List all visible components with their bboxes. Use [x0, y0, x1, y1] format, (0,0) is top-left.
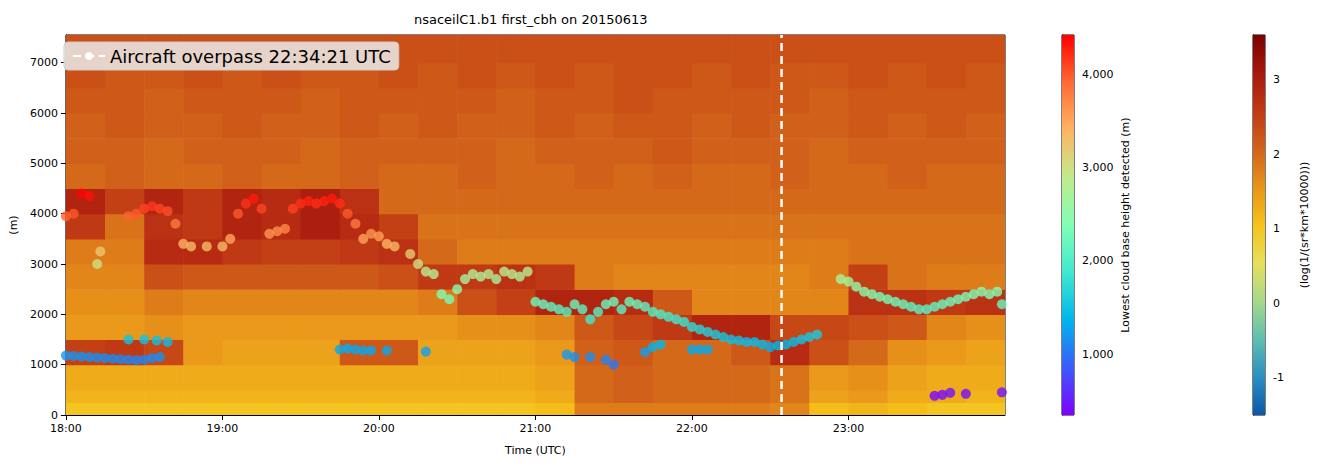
svg-text:18:00: 18:00: [50, 422, 82, 435]
svg-text:22:00: 22:00: [676, 422, 708, 435]
svg-text:2000: 2000: [30, 308, 58, 321]
svg-text:(log(1/(sr*km*10000))): (log(1/(sr*km*10000))): [1298, 162, 1311, 289]
svg-text:19:00: 19:00: [207, 422, 239, 435]
svg-text:23:00: 23:00: [833, 422, 865, 435]
svg-text:3: 3: [1273, 73, 1280, 86]
svg-text:(m): (m): [7, 215, 20, 234]
svg-text:21:00: 21:00: [520, 422, 552, 435]
svg-text:1000: 1000: [30, 358, 58, 371]
svg-text:7000: 7000: [30, 56, 58, 69]
svg-text:nsaceilC1.b1 first_cbh on 2015: nsaceilC1.b1 first_cbh on 20150613: [414, 12, 648, 27]
svg-text:1,000: 1,000: [1082, 348, 1114, 361]
svg-text:0: 0: [1273, 297, 1280, 310]
svg-text:1: 1: [1273, 222, 1280, 235]
svg-text:4,000: 4,000: [1082, 68, 1114, 81]
svg-text:5000: 5000: [30, 157, 58, 170]
svg-text:0: 0: [51, 409, 58, 422]
svg-text:Time (UTC): Time (UTC): [504, 444, 566, 457]
svg-text:3,000: 3,000: [1082, 161, 1114, 174]
svg-text:2,000: 2,000: [1082, 254, 1114, 267]
svg-text:20:00: 20:00: [363, 422, 395, 435]
svg-text:6000: 6000: [30, 107, 58, 120]
svg-text:Lowest cloud base height detec: Lowest cloud base height detected (m): [1119, 117, 1132, 332]
svg-text:4000: 4000: [30, 207, 58, 220]
svg-text:2: 2: [1273, 148, 1280, 161]
svg-text:Aircraft overpass 22:34:21 UTC: Aircraft overpass 22:34:21 UTC: [110, 46, 391, 67]
svg-text:-1: -1: [1273, 371, 1284, 384]
svg-text:3000: 3000: [30, 258, 58, 271]
